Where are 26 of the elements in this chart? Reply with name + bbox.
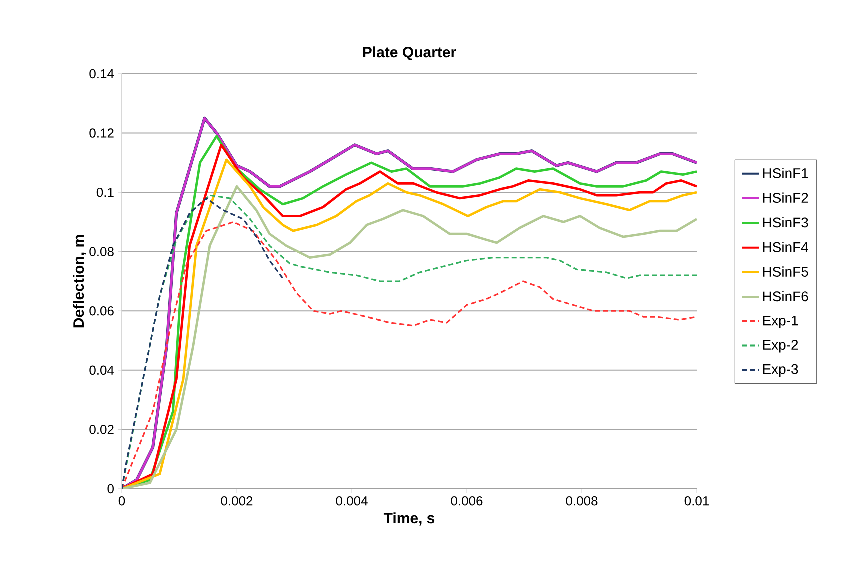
legend-label: HSinF5 [763,266,808,277]
legend-label: HSinF1 [763,168,808,178]
x-axis-title: Time, s [384,512,435,526]
x-tick-label: 0.002 [221,496,253,506]
y-tick-label: 0.14 [90,69,114,79]
x-tick-label: 0 [118,496,126,506]
legend-label: HSinF4 [763,242,808,252]
x-tick-label: 0.006 [451,496,483,506]
y-axis-title: Deflection, m [73,235,86,328]
y-tick-label: 0.08 [90,247,114,256]
legend-label: HSinF3 [763,217,808,228]
chart-title: Plate Quarter [363,46,456,60]
y-tick-label: 0.06 [90,306,114,316]
x-tick-label: 0.008 [566,496,598,506]
legend-label: Exp-1 [763,316,798,328]
x-tick-label: 0.01 [684,496,710,506]
legend-label: Exp-3 [763,364,798,378]
y-tick-label: 0.1 [96,188,114,198]
y-tick-label: 0 [108,484,114,494]
y-tick-label: 0.12 [90,128,114,138]
legend-label: HSinF6 [763,291,808,302]
legend-label: Exp-2 [763,340,798,353]
legend-label: HSinF2 [763,192,808,204]
x-tick-label: 0.004 [336,496,368,506]
y-tick-label: 0.02 [90,425,114,434]
y-tick-label: 0.04 [90,366,114,376]
